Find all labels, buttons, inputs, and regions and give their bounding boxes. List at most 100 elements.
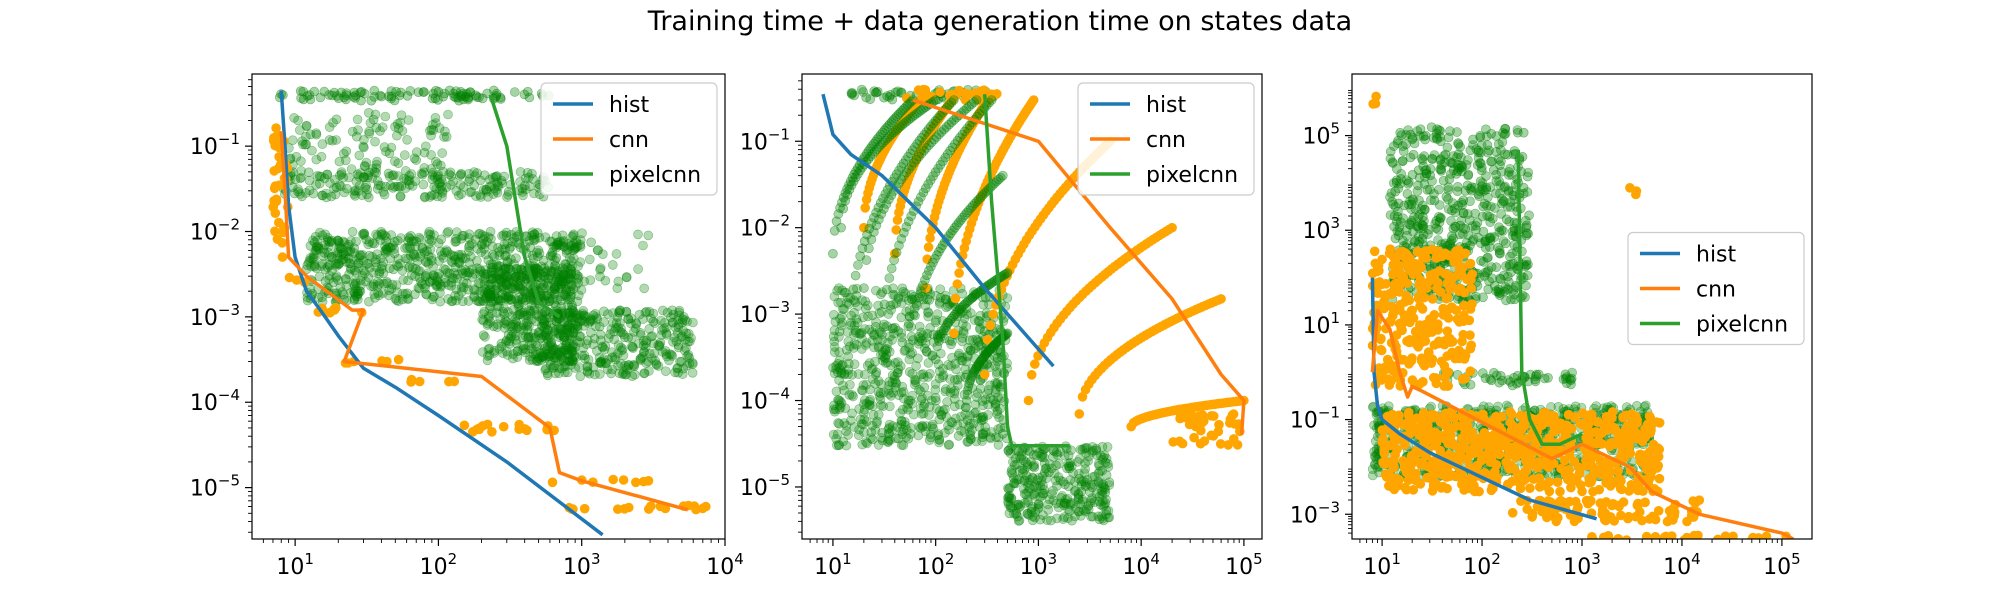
pixelcnn-point (458, 282, 469, 293)
pixelcnn-point (371, 159, 382, 170)
pixelcnn-point (410, 289, 420, 300)
pixelcnn-point (531, 247, 542, 258)
pixelcnn-point (405, 251, 416, 261)
hist-legend-label: hist (609, 93, 650, 118)
pixelcnn-point (549, 288, 560, 299)
pixelcnn-point (867, 335, 878, 346)
pixelcnn-point (633, 229, 643, 240)
pixelcnn-point (875, 388, 886, 399)
pixelcnn-point (544, 296, 555, 306)
pixelcnn-point (864, 358, 875, 368)
pixelcnn-point (920, 426, 931, 437)
pixelcnn-point (559, 290, 570, 300)
pixelcnn-point (1446, 216, 1456, 226)
pixelcnn-point (331, 271, 342, 281)
pixelcnn-point (332, 253, 343, 264)
pixelcnn-point (363, 259, 373, 269)
pixelcnn-point (385, 242, 395, 253)
pixelcnn-point (549, 326, 560, 337)
pixelcnn-point (380, 181, 391, 192)
pixelcnn-point (1446, 235, 1457, 246)
pixelcnn-point (1446, 158, 1457, 168)
pixelcnn-point (337, 287, 348, 297)
pixelcnn-point (566, 360, 576, 370)
pixelcnn-point (484, 289, 494, 299)
pixelcnn-point (651, 360, 662, 370)
pixelcnn-point (503, 276, 514, 287)
pixelcnn-point (371, 254, 381, 265)
pixelcnn-point (369, 238, 380, 249)
pixelcnn-point (493, 243, 503, 253)
pixelcnn-point (837, 360, 847, 371)
subplot-1: 101 102 103 10410−510−410−310−210−1histcnnp… (190, 73, 744, 580)
cnn-point (1421, 253, 1431, 264)
pixelcnn-point (629, 326, 639, 337)
pixelcnn-point (405, 231, 416, 241)
pixelcnn-point (836, 222, 846, 233)
pixelcnn-point (470, 268, 480, 279)
pixelcnn-point (441, 132, 452, 142)
pixelcnn-point (509, 273, 520, 284)
pixelcnn-point (428, 167, 438, 178)
pixelcnn-point (345, 245, 356, 255)
pixelcnn-point (842, 298, 852, 308)
pixelcnn-point (485, 285, 496, 295)
pixelcnn-point (1394, 222, 1405, 232)
pixelcnn-point (597, 342, 608, 353)
pixelcnn-point (504, 291, 515, 302)
pixelcnn-point (641, 358, 652, 368)
pixelcnn-point (556, 295, 567, 306)
pixelcnn-point (896, 312, 907, 323)
pixelcnn-point (543, 274, 554, 284)
pixelcnn-point (575, 235, 586, 245)
pixelcnn-point (459, 230, 469, 241)
pixelcnn-point (858, 312, 869, 323)
pixelcnn-point (388, 264, 399, 275)
pixelcnn-point (323, 247, 334, 258)
pixelcnn-point (503, 186, 514, 197)
pixelcnn-point (1414, 195, 1424, 206)
pixelcnn-point (558, 269, 569, 280)
pixelcnn-point (858, 419, 869, 430)
pixelcnn-point (518, 285, 528, 296)
pixelcnn-point (535, 347, 546, 358)
pixelcnn-point (553, 282, 564, 293)
pixelcnn-point (537, 350, 548, 361)
pixelcnn-point (576, 315, 587, 326)
pixelcnn-point (572, 313, 583, 324)
pixelcnn-point (404, 241, 415, 252)
cnn-line (279, 130, 689, 512)
pixelcnn-point (527, 338, 537, 349)
pixelcnn-point (511, 263, 522, 274)
pixelcnn-point (506, 331, 517, 342)
pixelcnn-point (429, 270, 439, 281)
pixelcnn-point (565, 310, 575, 321)
pixelcnn-point (402, 243, 412, 253)
pixelcnn-point (603, 333, 614, 344)
pixelcnn-point (311, 245, 322, 256)
cnn-point (618, 475, 629, 485)
pixelcnn-point (565, 241, 576, 251)
pixelcnn-point (418, 179, 429, 190)
pixelcnn-point (831, 364, 841, 374)
pixelcnn-point (333, 93, 344, 103)
pixelcnn-point (362, 189, 372, 200)
pixelcnn-point (953, 431, 964, 441)
pixelcnn-point (374, 278, 385, 289)
pixelcnn-point (396, 181, 407, 191)
pixelcnn-point (520, 347, 531, 358)
pixelcnn-point (831, 386, 842, 397)
pixelcnn-point (486, 291, 497, 302)
cnn-point (1369, 246, 1380, 257)
pixelcnn-point (417, 243, 428, 253)
pixelcnn-point (833, 440, 844, 451)
pixelcnn-point (325, 237, 335, 247)
pixelcnn-point (308, 188, 319, 199)
pixelcnn-point (491, 285, 502, 296)
pixelcnn-point (539, 351, 549, 361)
pixelcnn-point (417, 169, 428, 180)
pixelcnn-point (402, 294, 413, 304)
pixelcnn-point (461, 88, 472, 99)
pixelcnn-point (1009, 478, 1019, 489)
pixelcnn-point (515, 275, 526, 286)
